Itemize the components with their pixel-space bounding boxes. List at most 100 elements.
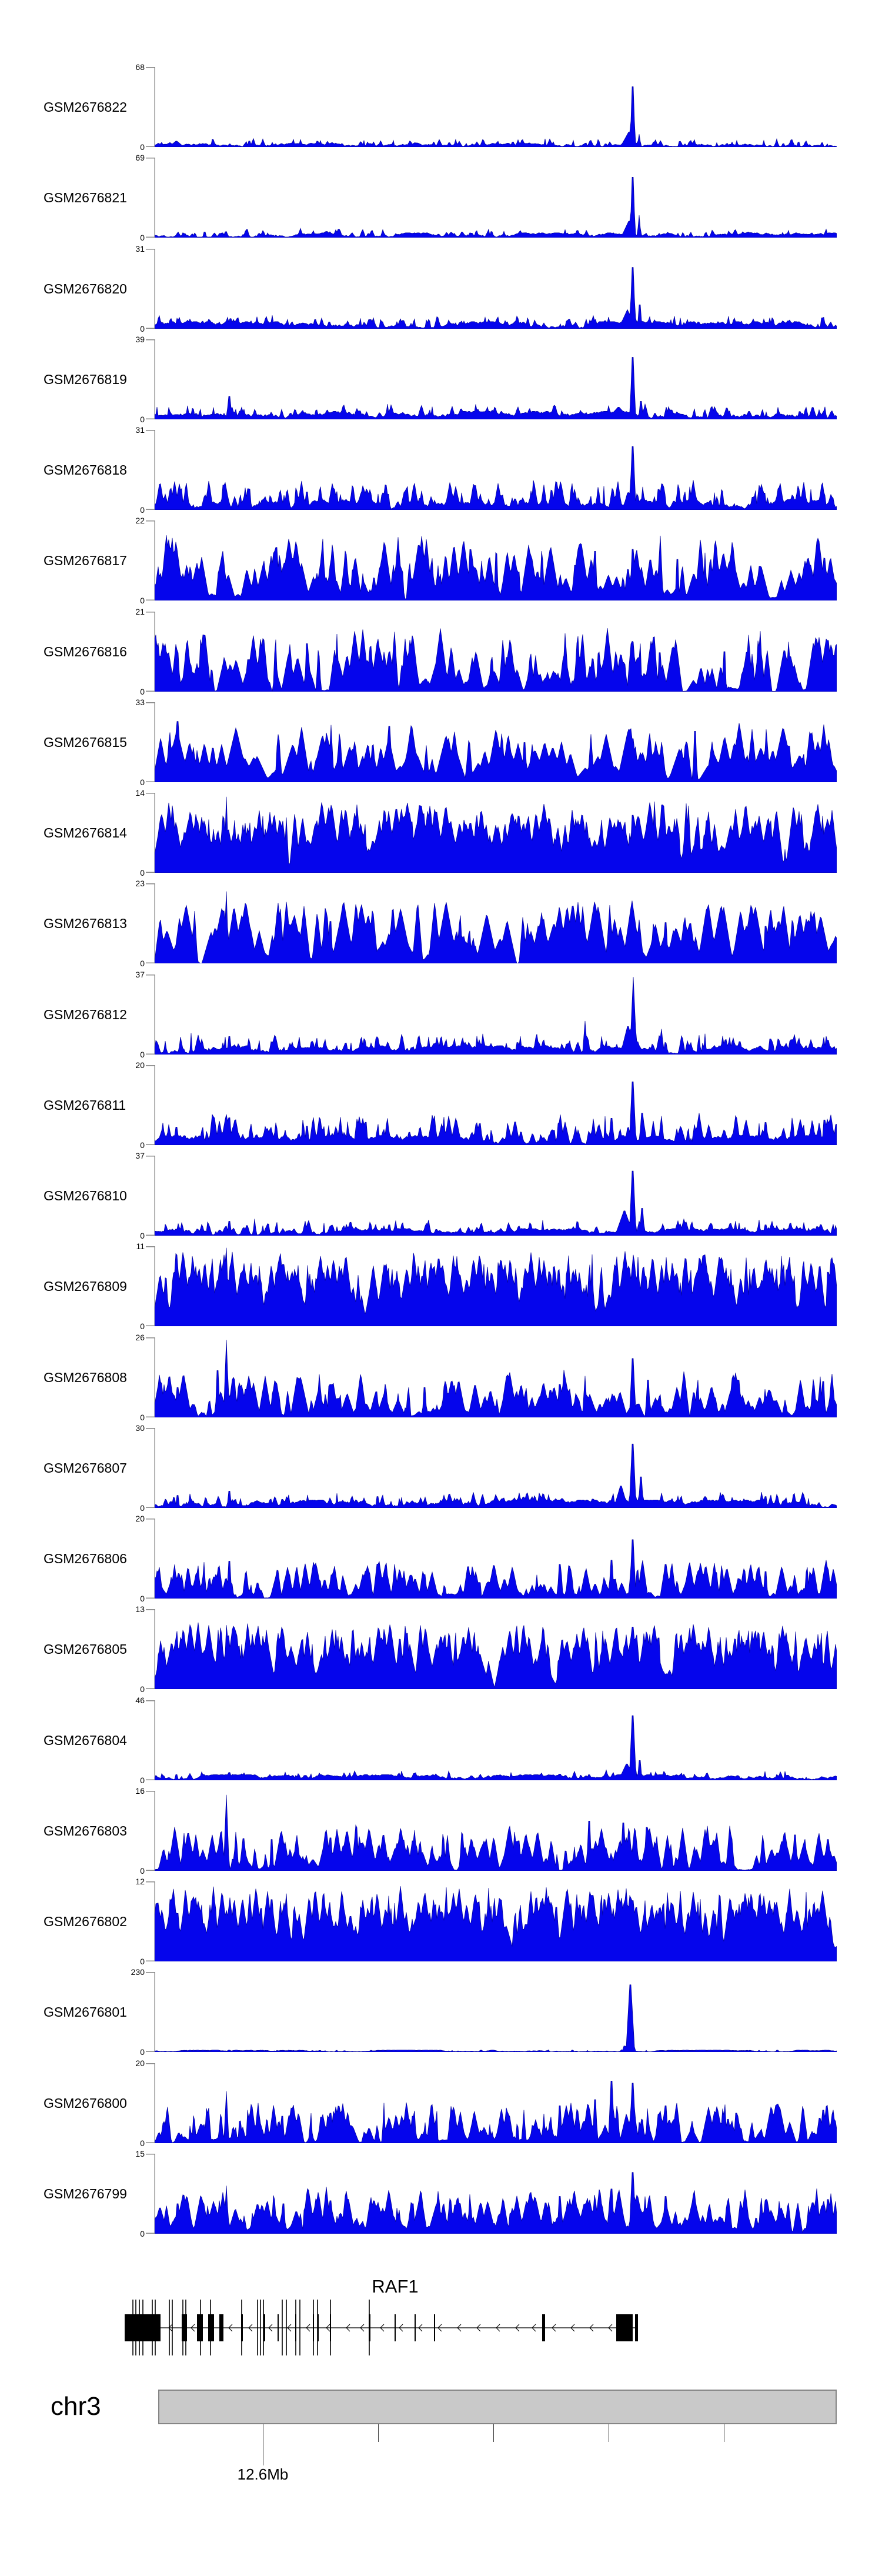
y-axis-bracket — [146, 2154, 155, 2234]
y-axis-max-label: 21 — [135, 607, 145, 616]
coverage-signal — [155, 977, 837, 1055]
y-axis-bracket — [146, 1791, 155, 1871]
y-axis-zero-label: 0 — [140, 1957, 145, 1966]
track-label: GSM2676812 — [44, 1007, 127, 1022]
y-axis-zero-label: 0 — [140, 1684, 145, 1694]
y-axis-zero-label: 0 — [140, 324, 145, 333]
gene-exon — [219, 2314, 223, 2341]
y-axis-max-label: 12 — [135, 1877, 145, 1886]
track-label: GSM2676816 — [44, 644, 127, 659]
coverage-signal — [155, 177, 837, 238]
track-label: GSM2676805 — [44, 1641, 127, 1657]
y-axis-max-label: 22 — [135, 516, 145, 525]
track-label: GSM2676815 — [44, 735, 127, 750]
track-label: GSM2676821 — [44, 190, 127, 205]
y-axis-max-label: 16 — [135, 1786, 145, 1796]
y-axis-zero-label: 0 — [140, 1503, 145, 1513]
y-axis-max-label: 20 — [135, 2058, 145, 2068]
y-axis-max-label: 31 — [135, 244, 145, 253]
y-axis-max-label: 37 — [135, 1151, 145, 1160]
coverage-signal — [155, 1081, 837, 1145]
coverage-signal — [155, 1984, 837, 2052]
coverage-signal — [155, 86, 837, 147]
strand-direction-arrow-icon — [228, 2324, 233, 2332]
strand-direction-arrow-icon — [380, 2324, 385, 2332]
coverage-signal — [155, 357, 837, 419]
strand-direction-arrow-icon — [552, 2324, 556, 2332]
signal-track-GSM2676811: GSM2676811 20 0 — [0, 1060, 882, 1150]
track-label: GSM2676808 — [44, 1370, 127, 1385]
coverage-signal — [155, 2172, 837, 2234]
coverage-signal — [155, 1247, 837, 1326]
gene-exon — [313, 2314, 314, 2341]
track-label: GSM2676804 — [44, 1733, 127, 1748]
track-label: GSM2676820 — [44, 281, 127, 296]
signal-track-GSM2676814: GSM2676814 14 0 — [0, 788, 882, 877]
chromosome-label: chr3 — [51, 2392, 101, 2421]
gene-exon — [434, 2314, 435, 2341]
y-axis-max-label: 37 — [135, 970, 145, 979]
signal-track-GSM2676803: GSM2676803 16 0 — [0, 1786, 882, 1876]
coverage-signal — [155, 446, 837, 510]
y-axis-zero-label: 0 — [140, 1594, 145, 1603]
y-axis-bracket — [146, 975, 155, 1055]
strand-direction-arrow-icon — [532, 2324, 536, 2332]
y-axis-max-label: 69 — [135, 153, 145, 162]
y-axis-zero-label: 0 — [140, 415, 145, 424]
y-axis-bracket — [146, 612, 155, 692]
gene-exon — [208, 2314, 214, 2341]
y-axis-bracket — [146, 1337, 155, 1417]
y-axis-zero-label: 0 — [140, 1231, 145, 1240]
y-axis-zero-label: 0 — [140, 2047, 145, 2057]
signal-track-GSM2676806: GSM2676806 20 0 — [0, 1514, 882, 1603]
y-axis-max-label: 30 — [135, 1423, 145, 1433]
y-axis-max-label: 15 — [135, 2149, 145, 2158]
y-axis-bracket — [146, 249, 155, 329]
strand-direction-arrow-icon — [457, 2324, 462, 2332]
y-axis-zero-label: 0 — [140, 868, 145, 877]
y-axis-max-label: 14 — [135, 788, 145, 798]
coverage-signal — [155, 1170, 837, 1236]
y-axis-bracket — [146, 1519, 155, 1599]
y-axis-max-label: 26 — [135, 1333, 145, 1342]
strand-direction-arrow-icon — [191, 2324, 195, 2332]
signal-track-GSM2676813: GSM2676813 23 0 — [0, 879, 882, 968]
strand-direction-arrow-icon — [326, 2324, 330, 2332]
signal-track-GSM2676816: GSM2676816 21 0 — [0, 607, 882, 696]
signal-track-GSM2676800: GSM2676800 20 0 — [0, 2058, 882, 2148]
coverage-signal — [155, 796, 837, 873]
gene-exon — [125, 2314, 161, 2341]
signal-track-GSM2676801: GSM2676801 230 0 — [0, 1967, 882, 2057]
gene-exon — [263, 2314, 265, 2341]
signal-track-GSM2676799: GSM2676799 15 0 — [0, 2149, 882, 2238]
gene-exon — [318, 2314, 319, 2341]
strand-direction-arrow-icon — [287, 2324, 292, 2332]
signal-track-GSM2676812: GSM2676812 37 0 — [0, 970, 882, 1059]
gene-exon — [635, 2314, 638, 2341]
y-axis-bracket — [146, 430, 155, 510]
y-axis-max-label: 23 — [135, 879, 145, 888]
y-axis-zero-label: 0 — [140, 687, 145, 696]
track-label: GSM2676818 — [44, 462, 127, 478]
signal-track-GSM2676807: GSM2676807 30 0 — [0, 1423, 882, 1513]
y-axis-zero-label: 0 — [140, 1050, 145, 1059]
coverage-signal — [155, 1443, 837, 1508]
y-axis-bracket — [146, 1700, 155, 1780]
gene-exon — [197, 2314, 203, 2341]
y-axis-zero-label: 0 — [140, 142, 145, 152]
gene-exon — [241, 2314, 243, 2341]
gene-shapes — [125, 2300, 638, 2355]
strand-direction-arrow-icon — [496, 2324, 500, 2332]
y-axis-bracket — [146, 1156, 155, 1236]
gene-exon — [542, 2314, 545, 2341]
signal-track-GSM2676802: GSM2676802 12 0 — [0, 1877, 882, 1966]
strand-direction-arrow-icon — [515, 2324, 520, 2332]
signal-track-GSM2676809: GSM2676809 11 0 — [0, 1242, 882, 1331]
track-label: GSM2676809 — [44, 1279, 127, 1294]
strand-direction-arrow-icon — [168, 2324, 173, 2332]
strand-direction-arrow-icon — [570, 2324, 575, 2332]
genome-axis-minor-tick — [378, 2424, 379, 2442]
track-label: GSM2676817 — [44, 553, 127, 568]
coverage-signal — [155, 1539, 837, 1599]
